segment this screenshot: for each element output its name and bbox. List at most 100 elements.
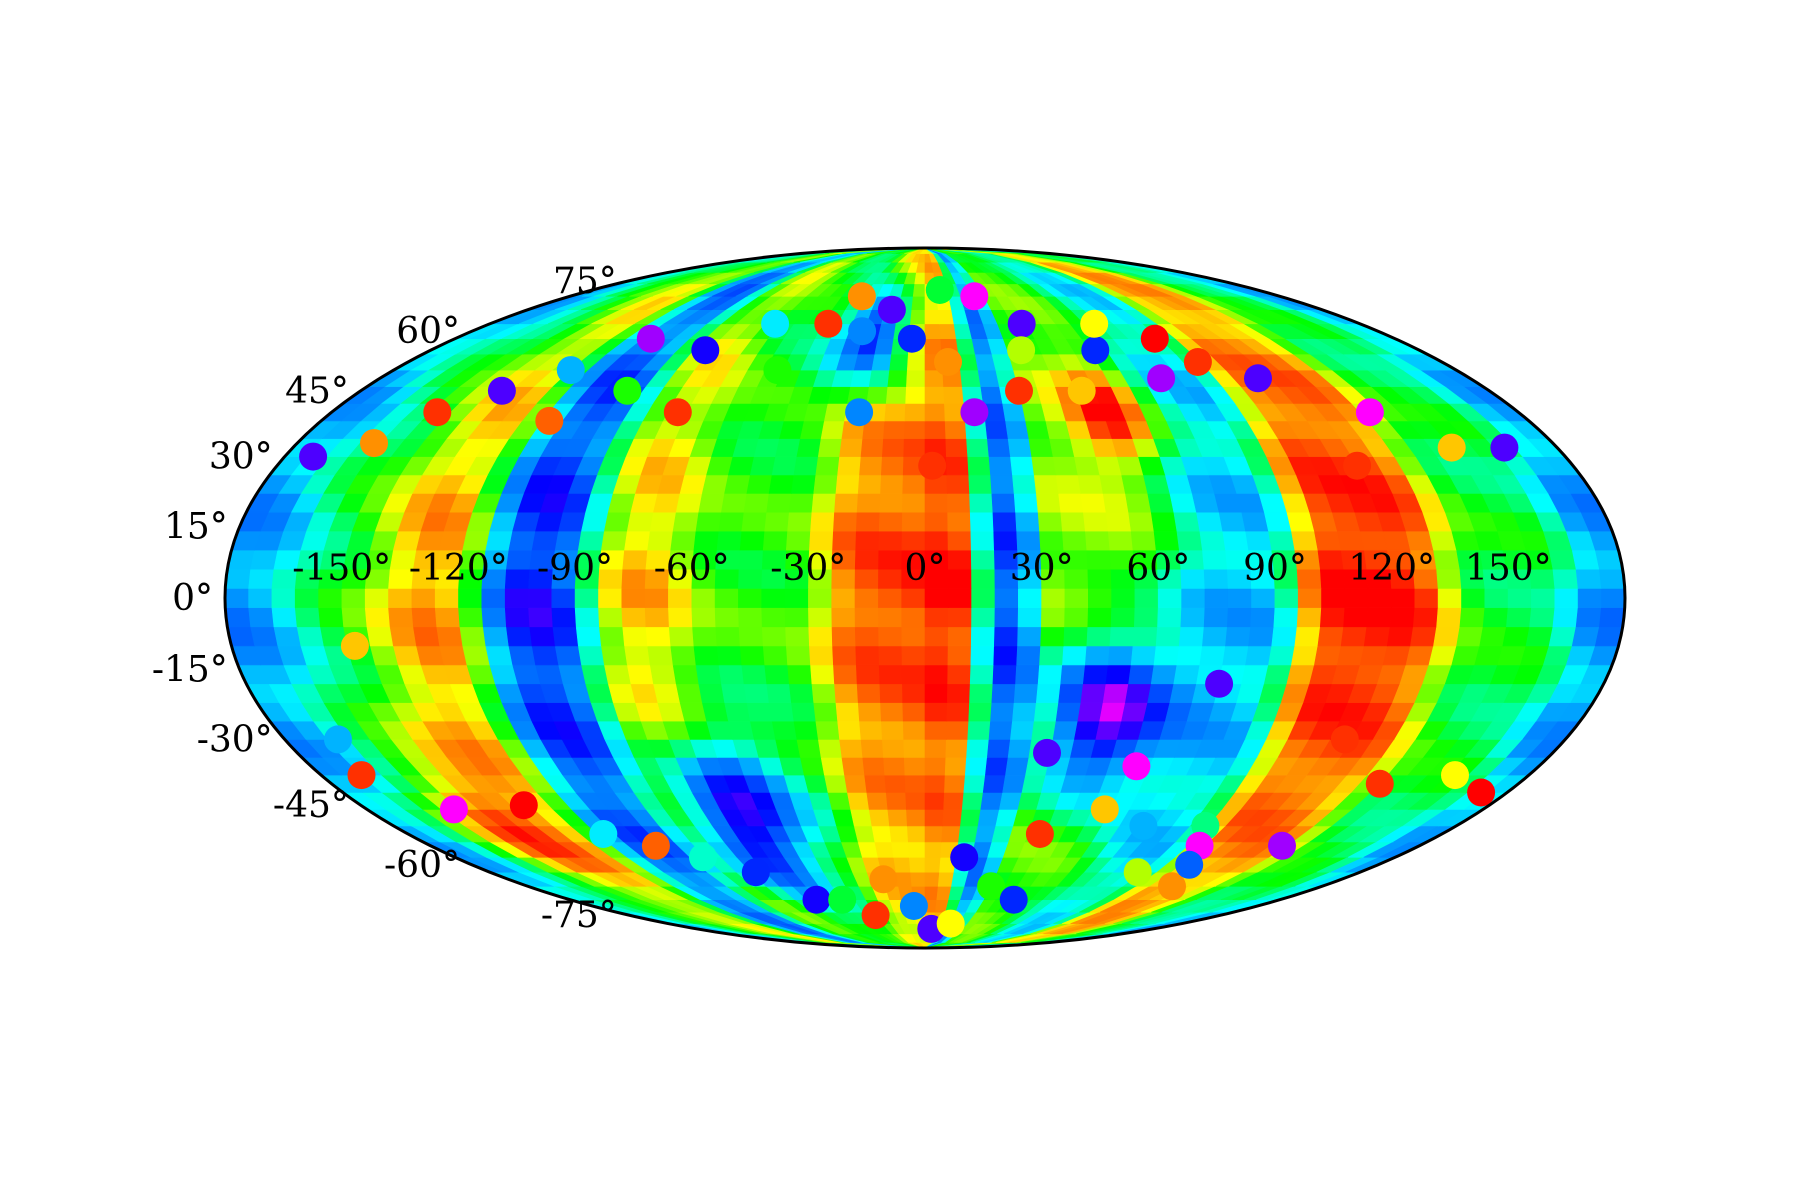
field-cell <box>883 757 906 776</box>
field-cell <box>939 323 957 340</box>
data-point <box>1090 795 1119 824</box>
field-cell <box>966 739 990 758</box>
field-cell <box>871 825 892 843</box>
field-cell <box>943 386 965 404</box>
field-cell <box>1037 664 1063 685</box>
field-cell <box>1548 549 1577 570</box>
field-cell <box>924 792 945 810</box>
field-cell <box>581 511 609 532</box>
field-cell <box>1575 568 1602 589</box>
field-cell <box>813 474 838 494</box>
field-cell <box>738 549 764 570</box>
field-cell <box>1087 607 1112 628</box>
field-cell <box>857 702 882 722</box>
field-cell <box>901 664 926 685</box>
field-cell <box>739 530 766 551</box>
field-cell <box>630 493 659 513</box>
field-cell <box>653 493 681 513</box>
field-cell <box>622 626 648 647</box>
field-cell <box>1437 588 1462 608</box>
field-cell <box>924 871 940 887</box>
field-cell <box>626 664 654 685</box>
field-cell <box>1314 645 1342 666</box>
field-cell <box>910 871 926 887</box>
field-cell <box>970 645 995 666</box>
data-point <box>1005 376 1033 405</box>
field-cell <box>670 645 697 666</box>
field-cell <box>1340 626 1368 647</box>
field-cell <box>1227 588 1252 608</box>
field-cell <box>743 683 770 703</box>
field-cell <box>668 626 695 647</box>
field-cell <box>860 438 884 457</box>
field-cell <box>675 683 703 703</box>
field-cell <box>924 825 944 843</box>
field-cell <box>622 549 648 570</box>
field-cell <box>808 607 833 628</box>
field-cell <box>653 683 681 703</box>
field-cell <box>1007 739 1033 758</box>
field-cell <box>1502 626 1530 647</box>
field-cell <box>416 645 445 666</box>
field-cell <box>1251 588 1276 608</box>
field-cell <box>1058 683 1084 703</box>
field-cell <box>598 588 623 608</box>
data-point <box>960 398 989 427</box>
field-cell <box>1245 645 1273 666</box>
field-cell <box>1248 626 1275 647</box>
field-cell <box>1052 720 1079 740</box>
field-cell <box>885 386 907 404</box>
field-cell <box>1571 549 1600 570</box>
field-cell <box>714 588 739 608</box>
field-cell <box>992 511 1017 532</box>
data-point <box>869 865 898 894</box>
field-cell <box>967 720 991 740</box>
lon-tick-label: -150° <box>292 548 391 589</box>
field-cell <box>1082 664 1109 685</box>
data-point <box>845 398 874 427</box>
field-cell <box>878 568 903 589</box>
field-cell <box>1012 474 1037 494</box>
field-cell <box>271 588 296 608</box>
field-cell <box>1016 645 1041 666</box>
field-cell <box>879 683 904 703</box>
field-cell <box>924 856 942 873</box>
data-point <box>861 901 890 930</box>
field-cell <box>945 438 969 457</box>
field-cell <box>809 645 834 666</box>
field-cell <box>1132 626 1158 647</box>
field-cell <box>908 856 926 873</box>
field-cell <box>1010 456 1035 476</box>
field-cell <box>985 757 1009 776</box>
field-cell <box>1074 720 1101 740</box>
lon-tick-label: 150° <box>1465 548 1552 589</box>
data-point <box>556 356 585 385</box>
field-cell <box>644 607 670 628</box>
field-cell <box>924 420 947 439</box>
field-cell <box>738 568 763 589</box>
field-cell <box>880 456 905 476</box>
field-cell <box>552 626 579 647</box>
field-cell <box>504 568 531 589</box>
field-cell <box>1033 474 1059 494</box>
field-cell <box>1529 607 1556 628</box>
field-cell <box>341 607 368 628</box>
field-cell <box>1294 626 1321 647</box>
field-cell <box>961 792 984 810</box>
field-cell <box>854 549 880 570</box>
field-cell <box>945 739 969 758</box>
field-cell <box>1005 757 1030 776</box>
field-cell <box>1086 549 1112 570</box>
field-cell <box>1128 511 1155 532</box>
lon-tick-label: 0° <box>905 548 946 589</box>
field-cell <box>889 353 909 371</box>
field-cell <box>924 645 949 666</box>
field-cell <box>1074 456 1101 476</box>
field-cell <box>248 607 275 628</box>
field-cell <box>434 607 461 628</box>
field-cell <box>850 809 873 827</box>
field-cell <box>924 885 939 901</box>
field-cell <box>341 588 366 608</box>
field-cell <box>970 549 996 570</box>
field-cell <box>878 645 903 666</box>
